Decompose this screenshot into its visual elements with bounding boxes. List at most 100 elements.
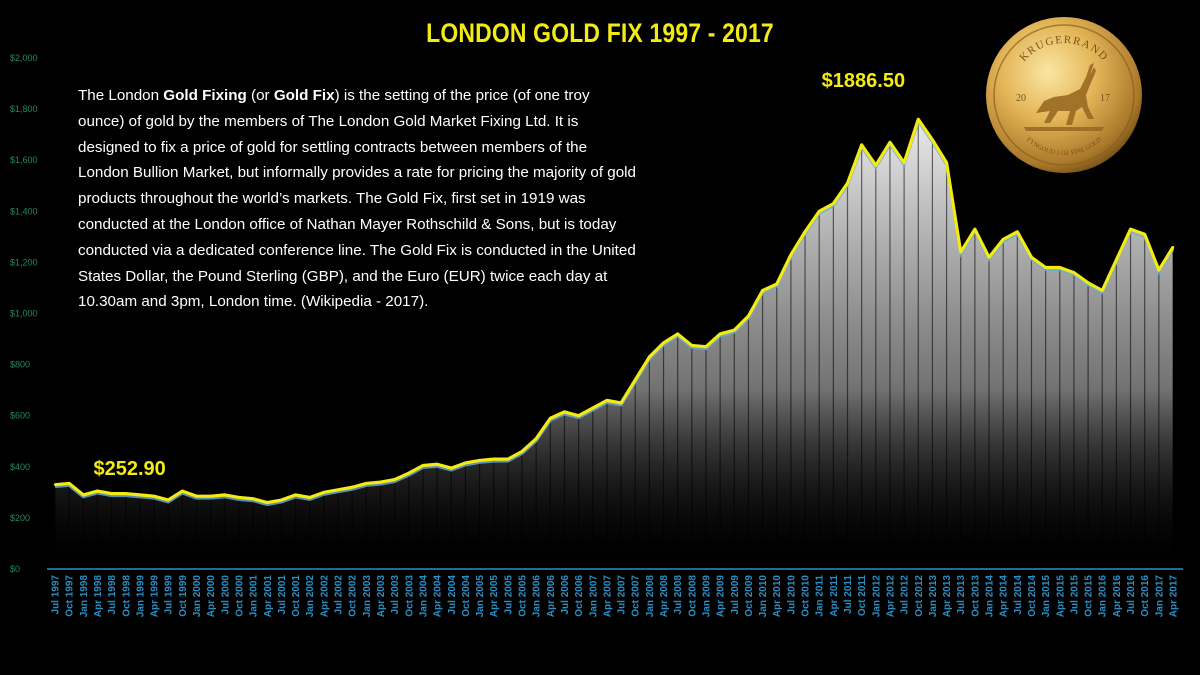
data-point <box>393 478 396 481</box>
x-tick-label: Jul 2006 <box>560 575 571 615</box>
data-point <box>591 406 594 410</box>
data-point <box>577 414 580 417</box>
y-tick-label: $1,800 <box>10 104 38 114</box>
desc-part-3: ) is the setting of the price (of one tr… <box>78 87 636 311</box>
x-tick-label: Jul 2000 <box>220 575 231 615</box>
x-tick-label: Jul 2010 <box>786 575 797 615</box>
x-tick-label: Apr 2006 <box>546 575 557 618</box>
x-tick-label: Jul 2014 <box>1013 575 1024 615</box>
data-point <box>237 496 241 499</box>
data-point <box>902 161 906 164</box>
data-point <box>322 491 326 494</box>
x-tick-label: Jan 1998 <box>79 575 90 618</box>
x-tick-label: Apr 2007 <box>602 575 613 618</box>
data-point <box>534 437 538 440</box>
data-point <box>82 493 85 497</box>
price-line-series <box>53 117 1175 507</box>
x-tick-label: Jan 2012 <box>871 575 882 618</box>
x-tick-label: Jan 2004 <box>418 575 429 618</box>
x-tick-label: Oct 2002 <box>348 575 359 617</box>
data-point <box>1030 256 1033 259</box>
data-point <box>1143 233 1146 236</box>
data-point <box>818 210 821 213</box>
data-point <box>1001 238 1005 241</box>
x-tick-label: Apr 2000 <box>206 575 217 618</box>
x-tick-label: Jan 2010 <box>758 575 769 618</box>
data-point <box>634 378 637 382</box>
data-point <box>478 459 481 462</box>
coin-body <box>986 17 1142 173</box>
data-point <box>251 497 255 500</box>
x-tick-label: Jan 2007 <box>588 575 599 618</box>
x-tick-label: Oct 2010 <box>801 575 812 617</box>
data-point <box>747 314 750 318</box>
x-tick-label: Jan 2017 <box>1154 575 1165 618</box>
data-point <box>973 227 977 231</box>
data-point <box>195 494 198 498</box>
data-point <box>280 498 283 502</box>
data-point <box>1072 271 1076 274</box>
coin-year-right: 17 <box>1100 93 1110 104</box>
x-tick-label: Jul 2016 <box>1126 575 1137 615</box>
data-point <box>124 492 127 495</box>
y-tick-label: $2,000 <box>10 53 38 63</box>
data-point <box>1101 289 1104 292</box>
x-tick-label: Oct 2009 <box>744 575 755 617</box>
data-point <box>421 464 425 467</box>
data-point <box>718 332 722 336</box>
x-tick-label: Jan 2005 <box>475 575 486 618</box>
x-tick-label: Jul 1999 <box>164 575 175 615</box>
data-point <box>96 489 99 493</box>
x-tick-label: Apr 2015 <box>1055 575 1066 618</box>
x-tick-label: Jan 2003 <box>362 575 373 618</box>
data-point <box>733 328 736 332</box>
data-point <box>605 399 609 402</box>
y-tick-label: $400 <box>10 462 30 472</box>
data-point <box>138 493 142 497</box>
data-point <box>563 410 566 414</box>
data-point <box>1044 266 1047 269</box>
x-tick-label: Oct 2014 <box>1027 575 1038 617</box>
x-tick-label: Apr 2017 <box>1169 575 1180 618</box>
x-tick-label: Oct 2008 <box>687 575 698 617</box>
x-tick-label: Apr 2014 <box>999 575 1010 618</box>
x-tick-label: Oct 1998 <box>121 575 132 617</box>
data-point <box>761 289 764 292</box>
y-axis-ticks: $0 $200 $400 $600 $800 $1,000 $1,200 $1,400 $1,6… <box>10 53 38 574</box>
data-point <box>336 488 340 491</box>
x-tick-label: Jan 2008 <box>645 575 656 618</box>
data-point <box>662 341 665 345</box>
data-point <box>619 401 623 405</box>
x-tick-label: Apr 2005 <box>489 575 500 618</box>
x-tick-label: Jan 1999 <box>135 575 146 618</box>
data-point <box>789 253 793 256</box>
x-tick-label: Oct 1997 <box>65 575 76 617</box>
y-tick-label: $1,600 <box>10 155 38 165</box>
x-tick-label: Jul 2011 <box>843 575 854 614</box>
y-tick-label: $1,400 <box>10 206 38 216</box>
data-point <box>987 256 991 259</box>
x-tick-label: Jul 2013 <box>956 575 967 615</box>
krugerrand-coin-image: KRUGERRAND FYNGOUD 1 OZ FINE GOLD 20 17 <box>986 17 1142 173</box>
x-tick-label: Oct 2013 <box>970 575 981 617</box>
x-tick-label: Apr 2004 <box>433 575 444 618</box>
coin-year-left: 20 <box>1016 93 1026 104</box>
desc-part-1: The London <box>78 87 164 104</box>
data-point <box>492 457 495 461</box>
data-point <box>803 230 807 233</box>
y-tick-label: $800 <box>10 360 30 370</box>
data-point <box>209 494 212 498</box>
x-tick-label: Oct 2004 <box>461 575 472 617</box>
x-tick-label: Jul 2004 <box>447 575 458 615</box>
x-tick-label: Jul 2012 <box>900 575 911 615</box>
vertical-drop-lines <box>54 119 1174 544</box>
x-tick-label: Jul 2003 <box>390 575 401 615</box>
data-point <box>1115 258 1118 262</box>
data-point <box>888 141 892 144</box>
x-tick-label: Apr 1999 <box>150 575 161 618</box>
data-point <box>1157 268 1161 272</box>
x-tick-label: Apr 2008 <box>659 575 670 618</box>
data-point <box>1086 281 1090 285</box>
data-point <box>506 457 510 461</box>
y-tick-label: $600 <box>10 411 30 421</box>
